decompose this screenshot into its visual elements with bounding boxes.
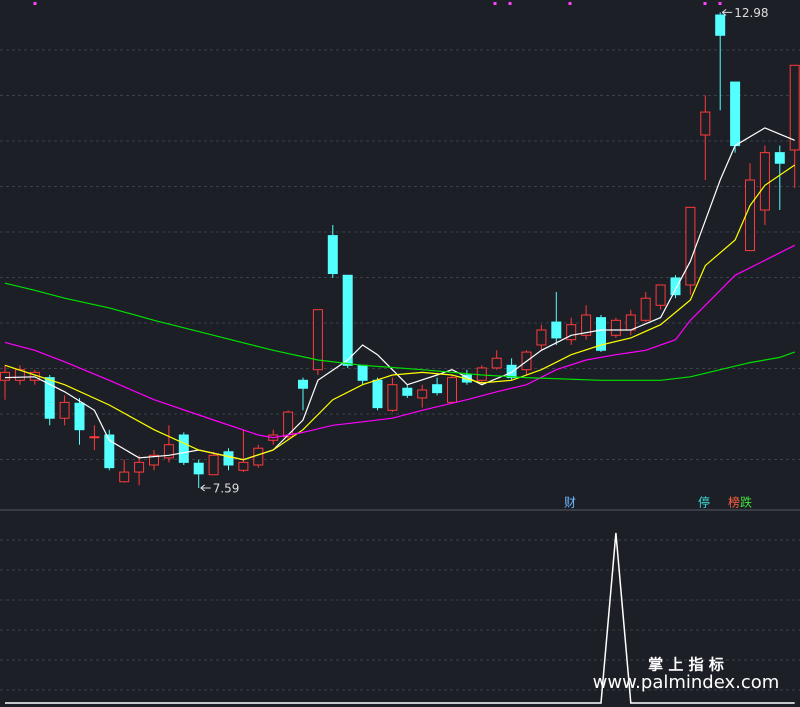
candle-body bbox=[163, 444, 174, 459]
grid bbox=[0, 2, 800, 691]
candle-body bbox=[372, 379, 383, 409]
candle-body bbox=[238, 461, 249, 471]
candle-body bbox=[670, 277, 681, 296]
candle-body bbox=[283, 411, 294, 438]
candle-body bbox=[700, 111, 711, 136]
watermark-title: 掌 上 指 标 bbox=[648, 656, 724, 674]
candle-body bbox=[491, 357, 502, 369]
candle-body bbox=[730, 81, 741, 147]
candle-body bbox=[566, 324, 577, 341]
candle-body bbox=[759, 152, 770, 211]
marker-dot bbox=[493, 2, 497, 5]
marker-dot bbox=[568, 2, 572, 5]
annotation: 榜 bbox=[728, 495, 740, 510]
candle-body bbox=[193, 462, 204, 475]
annotation: 跌 bbox=[740, 495, 752, 510]
marker-dot bbox=[33, 2, 37, 5]
candle-body bbox=[447, 377, 457, 403]
candle-body bbox=[327, 235, 338, 275]
candle-body bbox=[74, 402, 85, 431]
candle-body bbox=[89, 436, 100, 439]
moving-average-line bbox=[4, 282, 795, 381]
extreme-label: 12.98 bbox=[734, 6, 768, 20]
annotation: 财 bbox=[564, 496, 576, 510]
moving-average-line bbox=[4, 244, 795, 439]
label-arrow bbox=[200, 484, 211, 492]
candle-body bbox=[223, 451, 234, 466]
candle-body bbox=[44, 377, 55, 419]
candle-body bbox=[119, 471, 130, 483]
candle-body bbox=[581, 314, 592, 336]
candle-body bbox=[253, 447, 264, 466]
indicator-line bbox=[5, 532, 795, 704]
candle-body bbox=[745, 179, 755, 252]
candle-body bbox=[0, 371, 10, 381]
candle-body bbox=[625, 314, 636, 331]
candle-body bbox=[640, 297, 651, 321]
candle-body bbox=[312, 309, 323, 371]
candle-body bbox=[149, 454, 159, 466]
moving-average-line bbox=[4, 164, 796, 461]
candle-body bbox=[59, 401, 70, 419]
candle-body bbox=[536, 329, 547, 346]
label-arrow bbox=[721, 8, 733, 16]
candle-body bbox=[178, 434, 189, 463]
candle-body bbox=[417, 389, 428, 399]
candle-body bbox=[774, 152, 785, 164]
candle-body bbox=[357, 364, 368, 381]
annotation: 停 bbox=[698, 495, 710, 510]
extreme-label: 7.59 bbox=[213, 481, 240, 495]
candle-body bbox=[402, 387, 413, 396]
moving-average-line bbox=[4, 127, 795, 461]
candle-body bbox=[342, 274, 353, 366]
candle-body bbox=[551, 321, 562, 339]
candle-body bbox=[715, 14, 726, 36]
candle-body bbox=[655, 284, 666, 306]
marker-dot bbox=[718, 2, 722, 5]
candle-body bbox=[208, 454, 219, 476]
candle-body bbox=[432, 384, 443, 394]
candle-body bbox=[685, 206, 696, 286]
candle-body bbox=[104, 434, 115, 469]
candle-body bbox=[596, 317, 606, 351]
candle-body bbox=[298, 379, 308, 389]
marker-dot bbox=[703, 2, 707, 5]
candle-body bbox=[134, 461, 145, 473]
marker-dot bbox=[508, 2, 512, 5]
candle-body bbox=[506, 364, 517, 379]
candle-body bbox=[789, 64, 800, 151]
candle-body bbox=[387, 384, 398, 411]
candle-body bbox=[610, 319, 621, 336]
watermark-url: www.palmindex.com bbox=[593, 672, 780, 693]
